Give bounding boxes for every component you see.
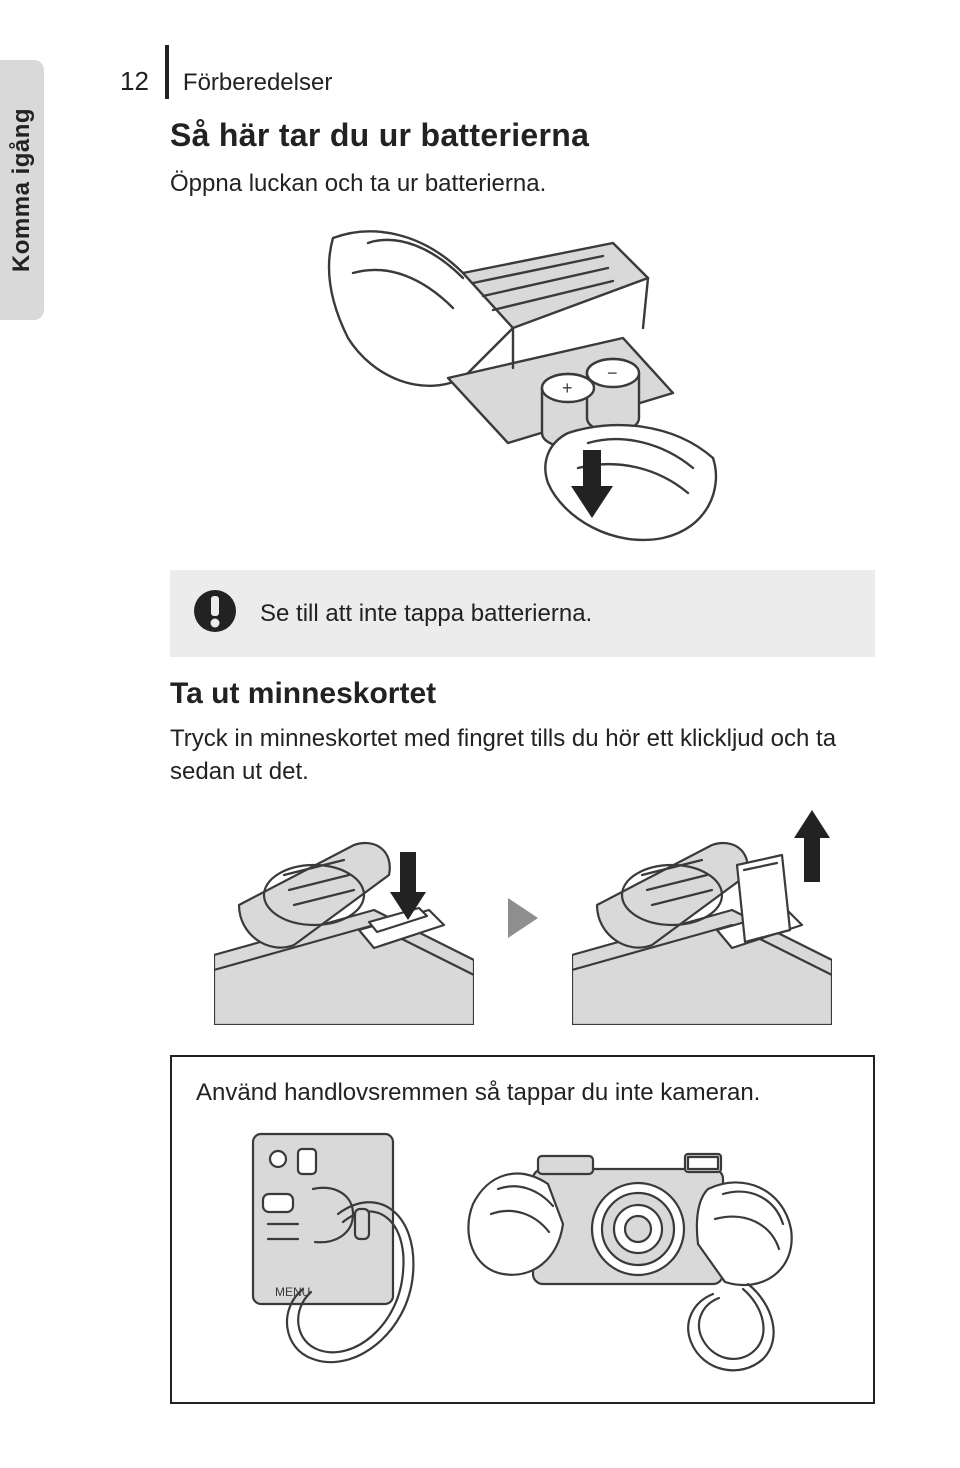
sidebar-tab: Komma igång	[0, 60, 44, 320]
illustration-remove-batteries: + −	[170, 218, 875, 548]
svg-text:+: +	[562, 378, 573, 398]
heading-remove-card: Ta ut minneskortet	[170, 677, 875, 711]
paragraph-open-cover: Öppna luckan och ta ur batterierna.	[170, 168, 875, 200]
section-label: Förberedelser	[169, 45, 332, 99]
paragraph-press-card: Tryck in minneskortet med fingret tills …	[170, 723, 875, 788]
illustration-wrist-strap: MENU	[196, 1124, 849, 1384]
illustration-card-row	[170, 810, 875, 1025]
page-header: 12 Förberedelser	[120, 45, 825, 99]
tip-text: Använd handlovsremmen så tappar du inte …	[196, 1077, 849, 1109]
warning-icon	[192, 588, 238, 639]
page-number: 12	[120, 45, 165, 99]
illustration-card-push	[214, 810, 474, 1025]
illustration-card-eject	[572, 810, 832, 1025]
sequence-arrow-icon	[508, 898, 538, 938]
warning-callout: Se till att inte tappa batterierna.	[170, 570, 875, 657]
heading-remove-batteries: Så här tar du ur batterierna	[170, 117, 875, 154]
sidebar-label: Komma igång	[8, 108, 36, 272]
warning-text: Se till att inte tappa batterierna.	[260, 598, 592, 630]
svg-text:−: −	[607, 363, 618, 383]
tip-box: Använd handlovsremmen så tappar du inte …	[170, 1055, 875, 1403]
